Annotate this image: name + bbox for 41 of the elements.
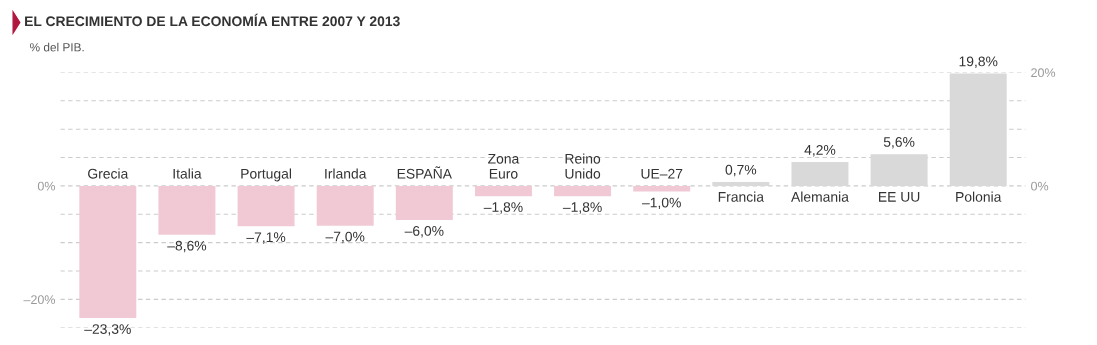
data-label: 0,7% xyxy=(725,164,757,177)
y2-tick-label: 20% xyxy=(1031,68,1056,78)
y2-tick-label: 0% xyxy=(1031,181,1049,191)
x-tick-label: Reino Unido xyxy=(565,153,601,179)
bar xyxy=(79,185,137,319)
bar xyxy=(712,181,770,186)
x-tick-label: Polonia xyxy=(956,191,1002,202)
y-tick-label: –20% xyxy=(23,295,56,305)
data-label: 4,2% xyxy=(804,144,836,157)
data-label: –1,8% xyxy=(562,202,602,214)
data-label: 5,6% xyxy=(883,137,915,149)
data-label: –1,8% xyxy=(483,202,523,214)
x-tick-label: ESPAÑA xyxy=(397,166,452,179)
bar xyxy=(554,185,612,197)
bar xyxy=(237,185,295,227)
bar xyxy=(633,185,691,192)
x-tick-label: UE–27 xyxy=(641,168,683,179)
x-tick-label: EE UU xyxy=(879,192,920,202)
bar xyxy=(870,154,928,186)
x-tick-label: Grecia xyxy=(88,168,129,179)
bar xyxy=(949,73,1007,186)
x-tick-label: Italia xyxy=(173,168,202,179)
data-label: –1,0% xyxy=(642,197,681,210)
bar xyxy=(791,162,849,186)
bar xyxy=(395,185,453,220)
data-label: –23,3% xyxy=(84,324,131,336)
x-tick-label: Irlanda xyxy=(325,168,367,179)
x-tick-label: Francia xyxy=(718,191,764,202)
bar xyxy=(316,185,374,226)
x-tick-label: Portugal xyxy=(241,168,292,182)
data-label: –7,1% xyxy=(246,232,286,244)
bar xyxy=(158,185,216,235)
x-tick-label: Alemania xyxy=(791,191,849,202)
chart-title: EL CRECIMIENTO DE LA ECONOMÍA ENTRE 2007 Y 2013 xyxy=(25,13,400,27)
chart-subtitle: % del PIB. xyxy=(30,42,84,52)
x-tick-label: Zona Euro xyxy=(488,153,520,179)
data-label: 19,8% xyxy=(959,56,998,68)
data-label: –7,0% xyxy=(325,231,365,244)
data-label: –6,0% xyxy=(404,226,444,238)
bar xyxy=(474,185,532,197)
data-label: –8,6% xyxy=(167,240,207,253)
